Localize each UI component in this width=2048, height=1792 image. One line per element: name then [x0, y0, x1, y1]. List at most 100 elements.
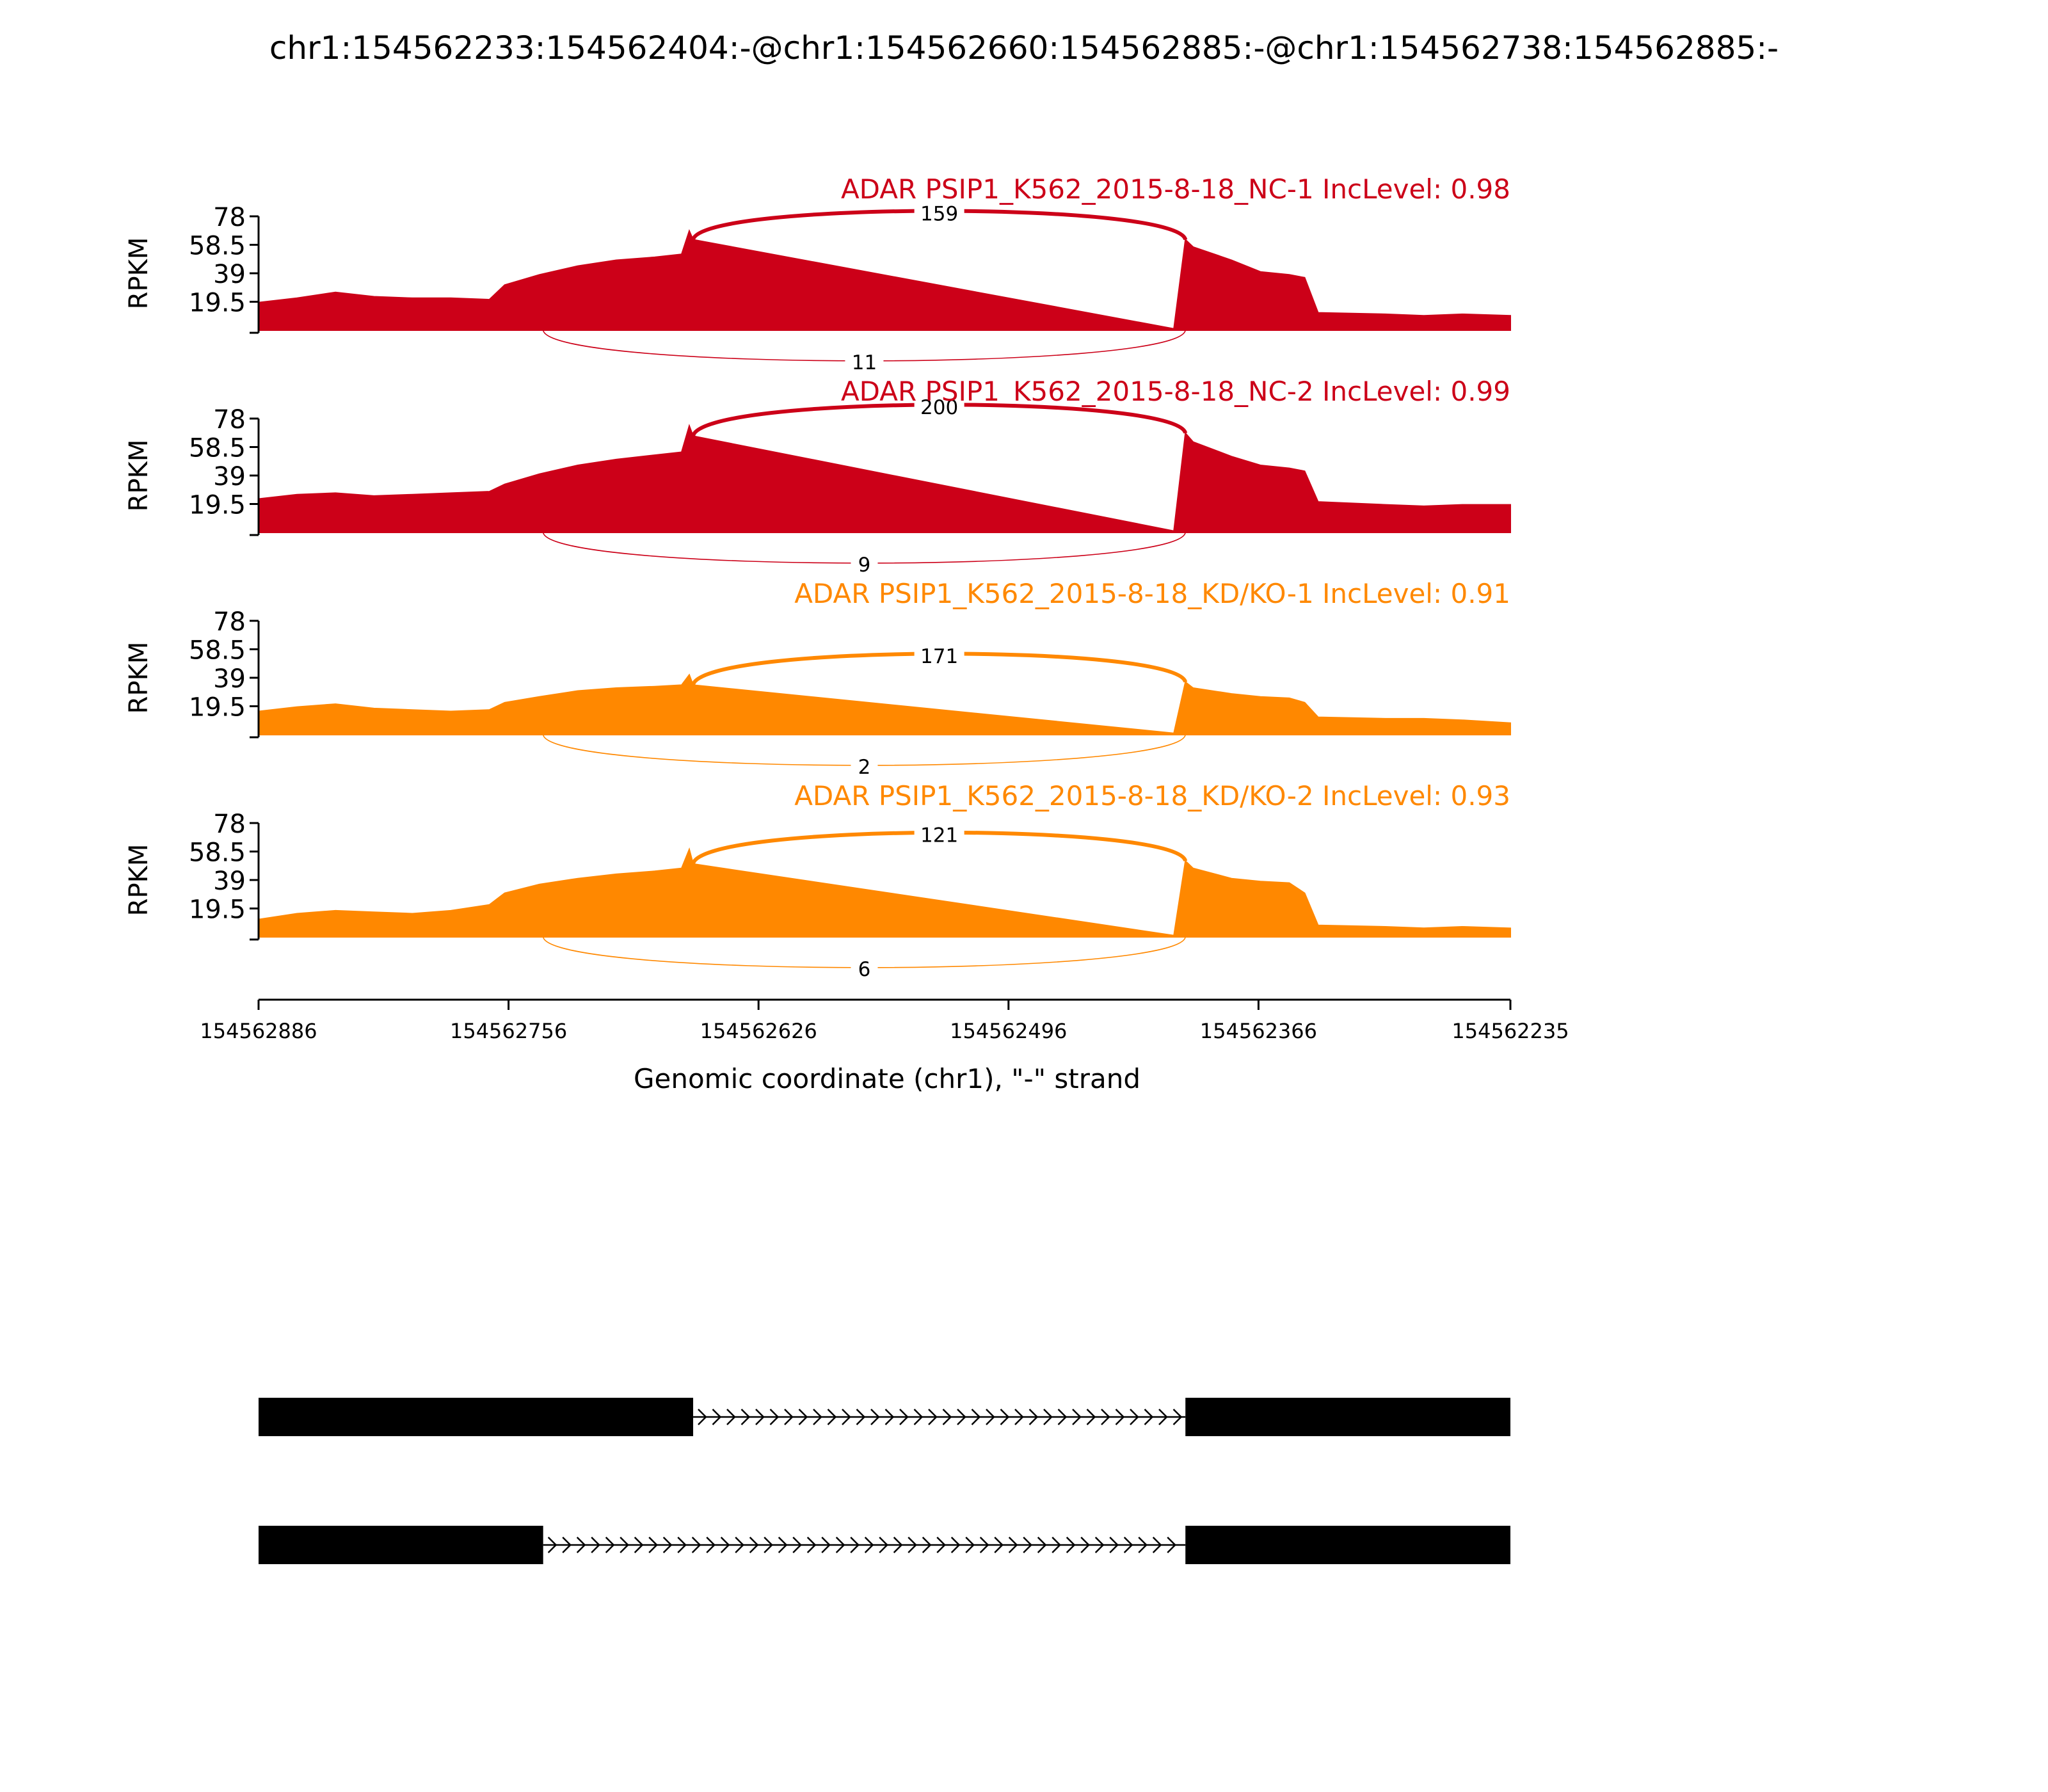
strand-arrow — [778, 1537, 788, 1553]
strand-arrow — [936, 1537, 946, 1553]
y-tick-label: 19.5 — [189, 491, 246, 520]
strand-arrow — [1101, 1409, 1110, 1425]
strand-arrow — [1138, 1537, 1148, 1553]
x-tick-label: 154562626 — [700, 1019, 817, 1043]
sample-label: ADAR PSIP1_K562_2015-8-18_KD/KO-1 IncLev… — [794, 578, 1510, 609]
strand-arrow — [1057, 1409, 1068, 1425]
strand-arrow — [994, 1537, 1004, 1553]
junction-count-bg — [851, 554, 878, 576]
exon-block — [1185, 1398, 1510, 1436]
junction-count-label: 2 — [858, 756, 871, 779]
x-tick-label: 154562756 — [450, 1019, 567, 1043]
strand-arrow — [620, 1537, 629, 1553]
strand-arrow — [749, 1537, 759, 1553]
junction-count-label: 121 — [920, 824, 958, 847]
strand-arrow — [769, 1409, 780, 1425]
strand-arrow — [547, 1537, 557, 1553]
y-tick-label: 78 — [213, 607, 246, 637]
y-tick-label: 78 — [213, 810, 246, 839]
strand-arrow — [698, 1409, 707, 1425]
y-tick-label: 39 — [213, 462, 246, 492]
strand-arrow — [726, 1409, 736, 1425]
strand-arrow — [1144, 1409, 1154, 1425]
strand-arrow — [986, 1409, 995, 1425]
strand-arrow — [1130, 1409, 1139, 1425]
y-tick-label: 78 — [213, 405, 246, 435]
strand-arrow — [835, 1537, 845, 1553]
strand-arrow — [591, 1537, 600, 1553]
y-tick-label: 39 — [213, 260, 246, 289]
strand-arrow — [792, 1537, 802, 1553]
strand-arrow — [856, 1409, 866, 1425]
strand-arrow — [979, 1537, 989, 1553]
y-tick-label: 58.5 — [189, 838, 246, 868]
strand-arrow — [971, 1409, 981, 1425]
strand-arrow — [870, 1409, 880, 1425]
junction-count-bg — [851, 959, 878, 980]
strand-arrow — [662, 1537, 673, 1553]
strand-arrow — [1158, 1409, 1168, 1425]
strand-arrow — [648, 1537, 658, 1553]
y-axis-label: RPKM — [124, 440, 154, 512]
junction-count-label: 159 — [920, 203, 958, 226]
strand-arrow — [942, 1409, 952, 1425]
y-tick-label: 58.5 — [189, 232, 246, 261]
y-tick-label: 58.5 — [189, 434, 246, 463]
exon-block — [259, 1398, 694, 1436]
exon-block — [1185, 1526, 1510, 1564]
junction-count-label: 9 — [858, 554, 871, 577]
strand-arrow — [1014, 1409, 1024, 1425]
junction-count-bg — [914, 645, 964, 668]
x-tick-label: 154562235 — [1452, 1019, 1569, 1043]
coverage-area — [258, 424, 1511, 533]
strand-arrow — [893, 1537, 903, 1553]
sample-label: ADAR PSIP1_K562_2015-8-18_NC-2 IncLevel:… — [841, 376, 1510, 407]
strand-arrow — [884, 1409, 895, 1425]
sample-label: ADAR PSIP1_K562_2015-8-18_NC-1 IncLevel:… — [841, 173, 1510, 205]
y-axis-label: RPKM — [124, 642, 154, 714]
strand-arrow — [1000, 1409, 1010, 1425]
figure-title: chr1:154562233:154562404:-@chr1:15456266… — [269, 29, 1779, 67]
y-tick-label: 19.5 — [189, 289, 246, 318]
strand-arrow — [1037, 1537, 1047, 1553]
y-axis-label: RPKM — [124, 237, 154, 310]
isoform — [259, 1398, 1510, 1436]
strand-arrow — [1023, 1537, 1032, 1553]
coverage-area — [258, 673, 1511, 735]
y-tick-label: 19.5 — [189, 895, 246, 925]
x-tick-label: 154562496 — [950, 1019, 1067, 1043]
strand-arrow — [1086, 1409, 1096, 1425]
strand-arrow — [712, 1409, 722, 1425]
strand-arrow — [908, 1537, 917, 1553]
strand-arrow — [798, 1409, 808, 1425]
y-axis-label: RPKM — [124, 844, 154, 916]
strand-arrow — [784, 1409, 794, 1425]
strand-arrow — [842, 1409, 851, 1425]
junction-count-bg — [845, 352, 884, 374]
y-tick-label: 39 — [213, 867, 246, 896]
strand-arrow — [1028, 1409, 1039, 1425]
strand-arrow — [957, 1409, 966, 1425]
sample-label: ADAR PSIP1_K562_2015-8-18_KD/KO-2 IncLev… — [794, 780, 1510, 812]
strand-arrow — [677, 1537, 687, 1553]
strand-arrow — [850, 1537, 860, 1553]
strand-arrow — [605, 1537, 615, 1553]
strand-arrow — [720, 1537, 730, 1553]
strand-arrow — [755, 1409, 765, 1425]
y-tick-label: 39 — [213, 664, 246, 694]
x-tick-label: 154562886 — [200, 1019, 317, 1043]
junction-count-label: 11 — [852, 351, 877, 374]
strand-arrow — [806, 1537, 817, 1553]
strand-arrow — [864, 1537, 874, 1553]
strand-arrow — [965, 1537, 975, 1553]
y-tick-label: 19.5 — [189, 693, 246, 723]
junction-count-bg — [914, 824, 964, 847]
strand-arrow — [740, 1409, 751, 1425]
junction-count-label: 200 — [920, 396, 958, 419]
junction-count-label: 171 — [920, 645, 958, 668]
strand-arrow — [735, 1537, 744, 1553]
x-tick-label: 154562366 — [1200, 1019, 1317, 1043]
x-axis-label: Genomic coordinate (chr1), "-" strand — [634, 1063, 1140, 1094]
